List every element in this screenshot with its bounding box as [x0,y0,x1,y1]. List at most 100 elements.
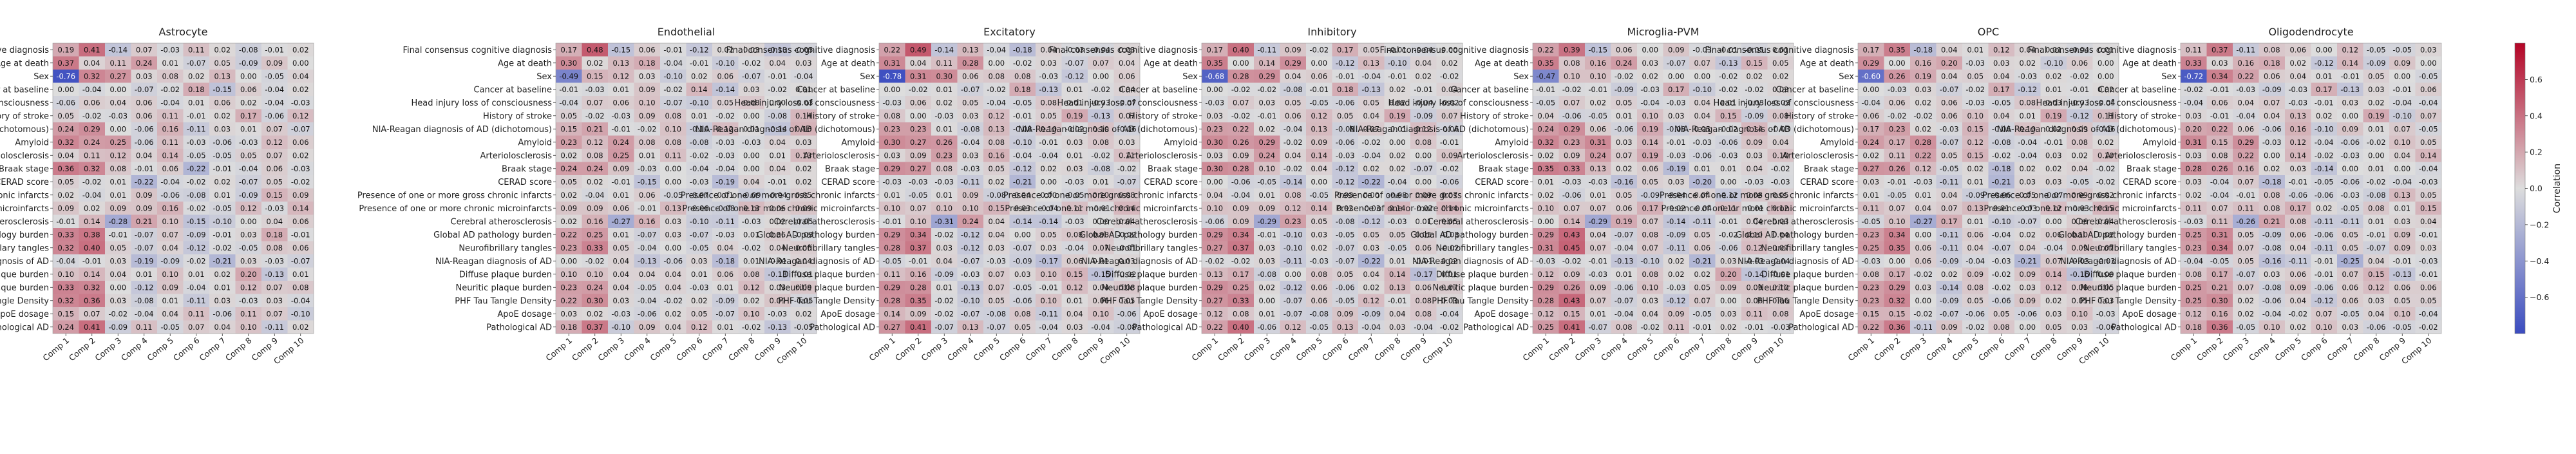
cell-value-label: 0.17 [1206,45,1223,54]
heatmap-cell [209,56,236,70]
heatmap-cell [660,122,687,136]
cell-value-label: 0.08 [665,111,681,120]
cell-value-label: 0.10 [884,203,900,213]
cell-value-label: -0.06 [2315,230,2334,239]
cell-value-label: -0.09 [1361,309,1381,318]
cell-value-label: 0.00 [1206,85,1223,94]
heatmap-cell [634,241,660,254]
cell-value-label: -0.02 [1091,85,1110,94]
cell-value-label: -0.02 [2096,177,2116,186]
cell-value-label: -0.04 [291,296,310,305]
cell-value-label: 0.02 [795,309,812,318]
cell-value-label: 0.29 [884,230,900,239]
cell-value-label: 0.26 [1564,283,1580,292]
cell-value-label: 0.10 [910,217,927,226]
cell-value-label: -0.02 [1888,111,1907,120]
cell-value-label: 0.30 [884,138,900,147]
cell-value-label: -0.03 [1965,59,1985,68]
cell-value-label: 0.11 [2211,217,2228,226]
cell-value-label: 0.00 [1415,151,1432,160]
cell-value-label: 0.06 [1415,283,1432,292]
cell-value-label: -0.14 [1667,217,1686,226]
y-tick-label: Age at death [1475,59,1529,68]
cell-value-label: 0.28 [910,283,927,292]
cell-value-label: -0.60 [1861,71,1880,80]
cell-value-label: -0.02 [1992,151,2011,160]
y-tick-label: Diffuse plaque burden [459,270,552,279]
heatmap-cell [686,202,712,215]
heatmap-cell [53,320,79,334]
cell-value-label: -0.01 [768,177,787,186]
x-tick-label: Comp 1 [1189,336,1220,363]
heatmap-cell [712,135,739,149]
heatmap-cell [79,267,105,281]
cell-value-label: 0.12 [743,283,760,292]
cell-value-label: 0.10 [1258,164,1275,173]
cell-value-label: 0.02 [2316,203,2333,213]
heatmap-cell [209,70,236,83]
heatmap-cell [660,241,687,254]
cell-value-label: 0.13 [962,45,979,54]
cell-value-label: 0.06 [717,71,734,80]
cell-value-label: -0.09 [160,256,180,265]
cell-value-label: 0.14 [1311,203,1327,213]
cell-value-label: -0.12 [1065,71,1084,80]
cell-value-label: 0.02 [84,203,100,213]
cell-value-label: -0.05 [2236,323,2255,332]
cell-value-label: 0.08 [1993,323,2010,332]
cell-value-label: 0.12 [2368,283,2385,292]
x-tick-label: Comp 2 [2195,336,2225,363]
x-tick-label: Comp 5 [145,336,175,363]
y-tick-label: Neuritic plaque burden [0,283,49,293]
x-tick-label: Comp 5 [1625,336,1655,363]
cell-value-label: 0.01 [612,191,629,200]
cell-value-label: -0.13 [768,45,787,54]
cell-value-label: 0.02 [2289,323,2306,332]
cell-value-label: -0.21 [213,256,232,265]
heatmap-cell [79,175,105,189]
cell-value-label: 0.26 [1233,138,1249,147]
cell-value-label: -0.02 [1719,71,1738,80]
cell-value-label: 0.09 [612,164,629,173]
cell-value-label: 0.06 [214,98,231,107]
heatmap-cell [556,202,582,215]
cell-value-label: 0.32 [1537,138,1554,147]
cell-value-label: 0.04 [1363,111,1379,120]
cell-value-label: 0.06 [612,98,629,107]
heatmap-cell [556,241,582,254]
y-tick-label: Global AD pathology burden [757,231,875,240]
y-tick-label: Sex [1839,72,1854,82]
cell-value-label: -0.07 [934,323,954,332]
cell-value-label: 0.04 [769,164,786,173]
cell-value-label: -0.07 [239,177,258,186]
cell-value-label: -0.02 [742,59,761,68]
cell-value-label: -0.02 [2367,177,2386,186]
cell-value-label: -0.08 [1992,138,2011,147]
heatmap-cell [105,82,131,96]
cell-value-label: 0.02 [1389,164,1406,173]
heatmap-cell [712,56,739,70]
cell-value-label: -0.02 [187,256,206,265]
cell-value-label: -0.06 [265,111,284,120]
heatmap-cell [209,320,236,334]
cell-value-label: 0.03 [2045,309,2062,318]
heatmap-cell [660,96,687,109]
cell-value-label: 0.04 [1993,111,2010,120]
y-tick-label: Braak stage [1479,164,1529,174]
x-tick-label: Comp 6 [1976,336,2007,363]
cell-value-label: 0.14 [292,203,309,213]
cell-value-label: 0.24 [587,164,603,173]
cell-value-label: 0.03 [1668,177,1685,186]
cell-value-label: -0.03 [1039,71,1058,80]
cell-value-label: 0.28 [884,296,900,305]
cell-value-label: 0.05 [2342,243,2358,252]
heatmap-cell [582,175,608,189]
cell-value-label: -0.06 [213,309,232,318]
heatmap-cell [105,96,131,109]
x-tick-label: Comp 3 [1573,336,1603,363]
cell-value-label: 0.07 [266,283,283,292]
heatmap-cell [582,320,608,334]
cell-value-label: 0.08 [2264,203,2280,213]
heatmap-cell [209,214,236,228]
cell-value-label: 0.17 [1993,85,2010,94]
